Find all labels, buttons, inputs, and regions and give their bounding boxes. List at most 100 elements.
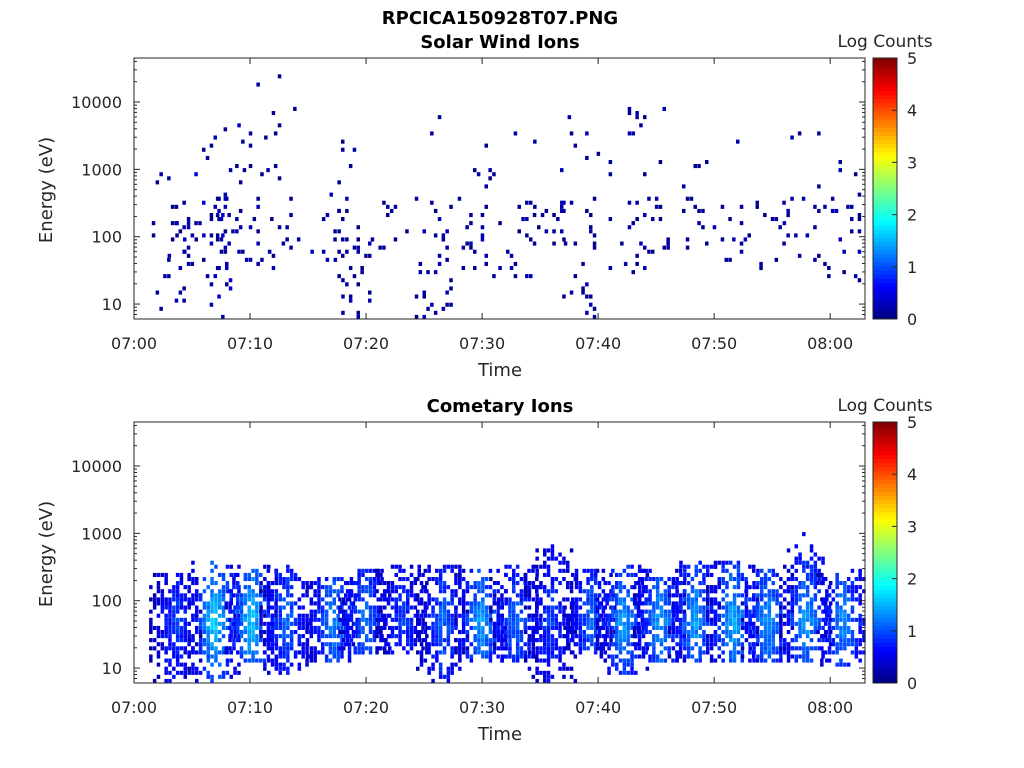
heatmap-cell: [164, 613, 168, 618]
heatmap-cell: [843, 613, 847, 618]
heatmap-cell: [336, 658, 340, 663]
heatmap-cell: [435, 568, 439, 573]
heatmap-cell: [655, 617, 660, 622]
heatmap-cell: [450, 650, 454, 655]
heatmap-cell: [435, 577, 439, 582]
heatmap-cell: [301, 613, 305, 618]
colorbar-segment: [873, 568, 897, 574]
heatmap-cell: [301, 621, 305, 626]
heatmap-cell: [488, 593, 493, 598]
heatmap-cell: [558, 560, 562, 565]
heatmap-cell: [168, 625, 172, 630]
heatmap-cell: [206, 630, 210, 635]
heatmap-cell: [198, 642, 203, 647]
heatmap-cell: [355, 593, 359, 598]
heatmap-cell: [379, 617, 383, 622]
heatmap-cell: [813, 613, 818, 618]
heatmap-cell: [550, 642, 555, 647]
heatmap-cell: [372, 581, 377, 586]
heatmap-cell: [442, 585, 447, 590]
heatmap-cell: [713, 601, 718, 606]
heatmap-cell: [210, 609, 214, 614]
heatmap-cell: [182, 286, 186, 291]
heatmap-cell: [500, 601, 504, 606]
heatmap-cell: [531, 597, 535, 602]
heatmap-cell: [492, 642, 497, 647]
heatmap-cell: [239, 634, 244, 639]
heatmap-cell: [596, 151, 601, 156]
heatmap-cell: [523, 577, 528, 582]
colorbar-segment: [873, 245, 897, 251]
heatmap-cell: [675, 642, 679, 647]
heatmap-cell: [683, 572, 687, 577]
colorbar-segment: [873, 86, 897, 92]
colorbar-segment: [873, 430, 897, 435]
heatmap-cell: [247, 621, 251, 626]
heatmap-cell: [365, 617, 369, 622]
heatmap-cell: [206, 613, 210, 618]
heatmap-cell: [484, 605, 489, 610]
heatmap-cell: [187, 577, 191, 582]
heatmap-cell: [558, 630, 562, 635]
heatmap-cell: [278, 617, 282, 622]
heatmap-cell: [667, 646, 671, 651]
heatmap-cell: [717, 581, 721, 586]
heatmap-cell: [390, 589, 395, 594]
heatmap-cell: [786, 233, 790, 238]
heatmap-cell: [790, 646, 795, 651]
heatmap-cell: [817, 646, 821, 651]
heatmap-cell: [817, 638, 821, 643]
heatmap-cell: [582, 630, 586, 635]
heatmap-cell: [858, 568, 862, 573]
colorbar-segment: [873, 278, 897, 283]
heatmap-cell: [571, 634, 575, 639]
heatmap-cell: [659, 593, 664, 598]
heatmap-cell: [481, 630, 485, 635]
colorbar-segment: [873, 82, 897, 88]
heatmap-cell: [179, 630, 184, 635]
heatmap-cell: [480, 225, 485, 230]
heatmap-cell: [274, 666, 279, 671]
heatmap-cell: [578, 617, 583, 622]
heatmap-cell: [569, 581, 574, 586]
colorbar-segment: [873, 172, 897, 177]
heatmap-cell: [683, 654, 687, 659]
heatmap-cell: [351, 634, 356, 639]
heatmap-cell: [422, 229, 426, 234]
heatmap-cell: [713, 634, 718, 639]
heatmap-cell: [827, 605, 832, 610]
heatmap-cell: [289, 662, 294, 667]
heatmap-cell: [641, 634, 646, 639]
heatmap-cell: [512, 634, 516, 639]
heatmap-cell: [301, 617, 305, 622]
heatmap-cell: [431, 654, 435, 659]
heatmap-cell: [655, 601, 660, 606]
heatmap-cell: [427, 613, 431, 618]
heatmap-cell: [186, 221, 191, 226]
heatmap-cell: [578, 613, 583, 618]
heatmap-cell: [297, 638, 302, 643]
heatmap-cell: [247, 577, 251, 582]
heatmap-cell: [278, 625, 282, 630]
heatmap-cell: [748, 650, 752, 655]
heatmap-cell: [229, 674, 233, 679]
heatmap-cell: [481, 597, 485, 602]
heatmap-cell: [578, 625, 583, 630]
heatmap-cell: [690, 605, 695, 610]
heatmap-cell: [771, 568, 775, 573]
heatmap-cell: [655, 593, 660, 598]
heatmap-cell: [729, 638, 733, 643]
heatmap-cell: [752, 625, 756, 630]
heatmap-cell: [827, 274, 831, 279]
heatmap-cell: [469, 221, 473, 226]
heatmap-cell: [321, 642, 325, 647]
heatmap-cell: [175, 625, 180, 630]
heatmap-cell: [274, 654, 279, 659]
heatmap-cell: [586, 621, 590, 626]
heatmap-cell: [835, 572, 839, 577]
heatmap-cell: [213, 274, 217, 279]
heatmap-cell: [623, 261, 628, 266]
heatmap-cell: [286, 650, 290, 655]
heatmap-cell: [221, 646, 226, 651]
heatmap-cell: [379, 609, 383, 614]
